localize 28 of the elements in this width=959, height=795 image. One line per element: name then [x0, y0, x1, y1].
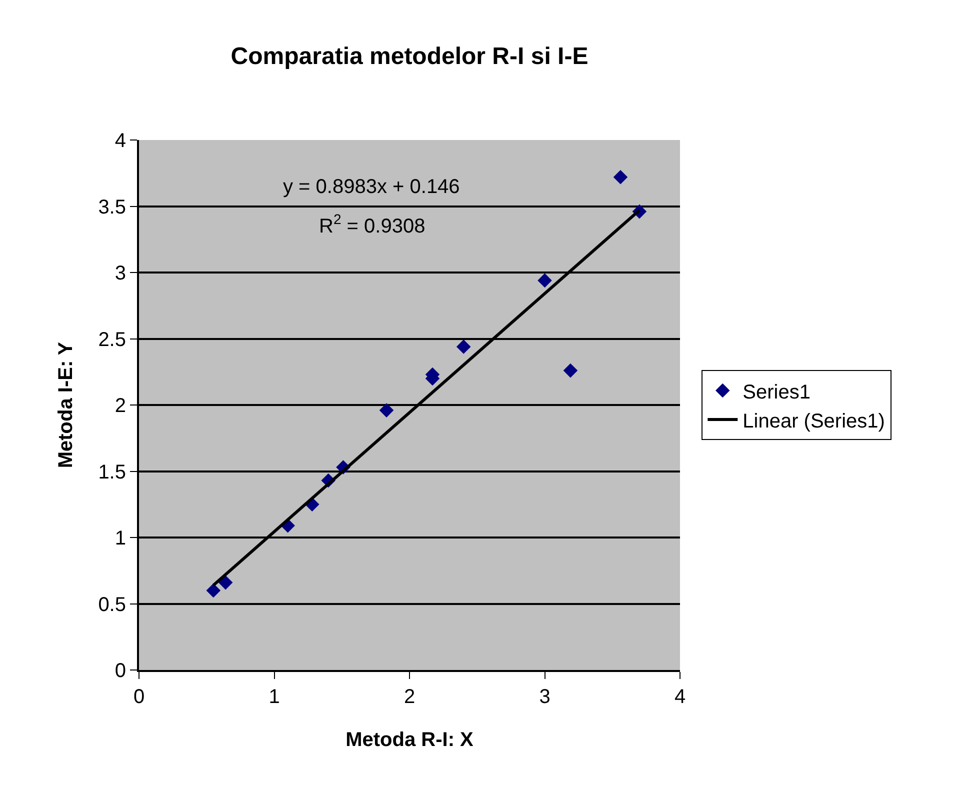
y-tick-label: 4 — [114, 130, 126, 152]
y-tick-label: 1 — [114, 528, 126, 550]
x-tick-label: 4 — [674, 686, 686, 708]
x-tick-label: 1 — [268, 686, 280, 708]
y-tick-label: 3.5 — [98, 196, 126, 218]
chart-title: Comparatia metodelor R-I si I-E — [230, 43, 588, 70]
point — [563, 363, 578, 378]
legend-label: Linear (Series1) — [742, 410, 885, 432]
x-tick-label: 2 — [404, 686, 416, 708]
y-tick-label: 1.5 — [98, 461, 126, 484]
annotation: R$^{2}$ = 0.9308 — [319, 211, 426, 238]
point — [206, 583, 221, 598]
point — [379, 403, 394, 418]
y-tick-label: 3 — [114, 262, 126, 284]
y-axis-title: Metoda I-E: Y — [55, 341, 78, 468]
x-axis-title: Metoda R-I: X — [346, 729, 474, 751]
x-tick-label: 3 — [539, 686, 550, 708]
legend-label: Series1 — [742, 381, 810, 404]
point — [456, 340, 471, 354]
y-tick-label: 2.5 — [98, 328, 126, 351]
y-tick-label: 2 — [114, 395, 126, 417]
point — [218, 575, 233, 590]
point — [613, 170, 628, 184]
y-tick-label: 0.5 — [98, 594, 126, 616]
annotation: y = 0.8983x + 0.146 — [283, 176, 460, 198]
x-tick-label: 0 — [133, 686, 145, 708]
y-tick-label: 0 — [114, 660, 126, 682]
point — [538, 273, 552, 288]
